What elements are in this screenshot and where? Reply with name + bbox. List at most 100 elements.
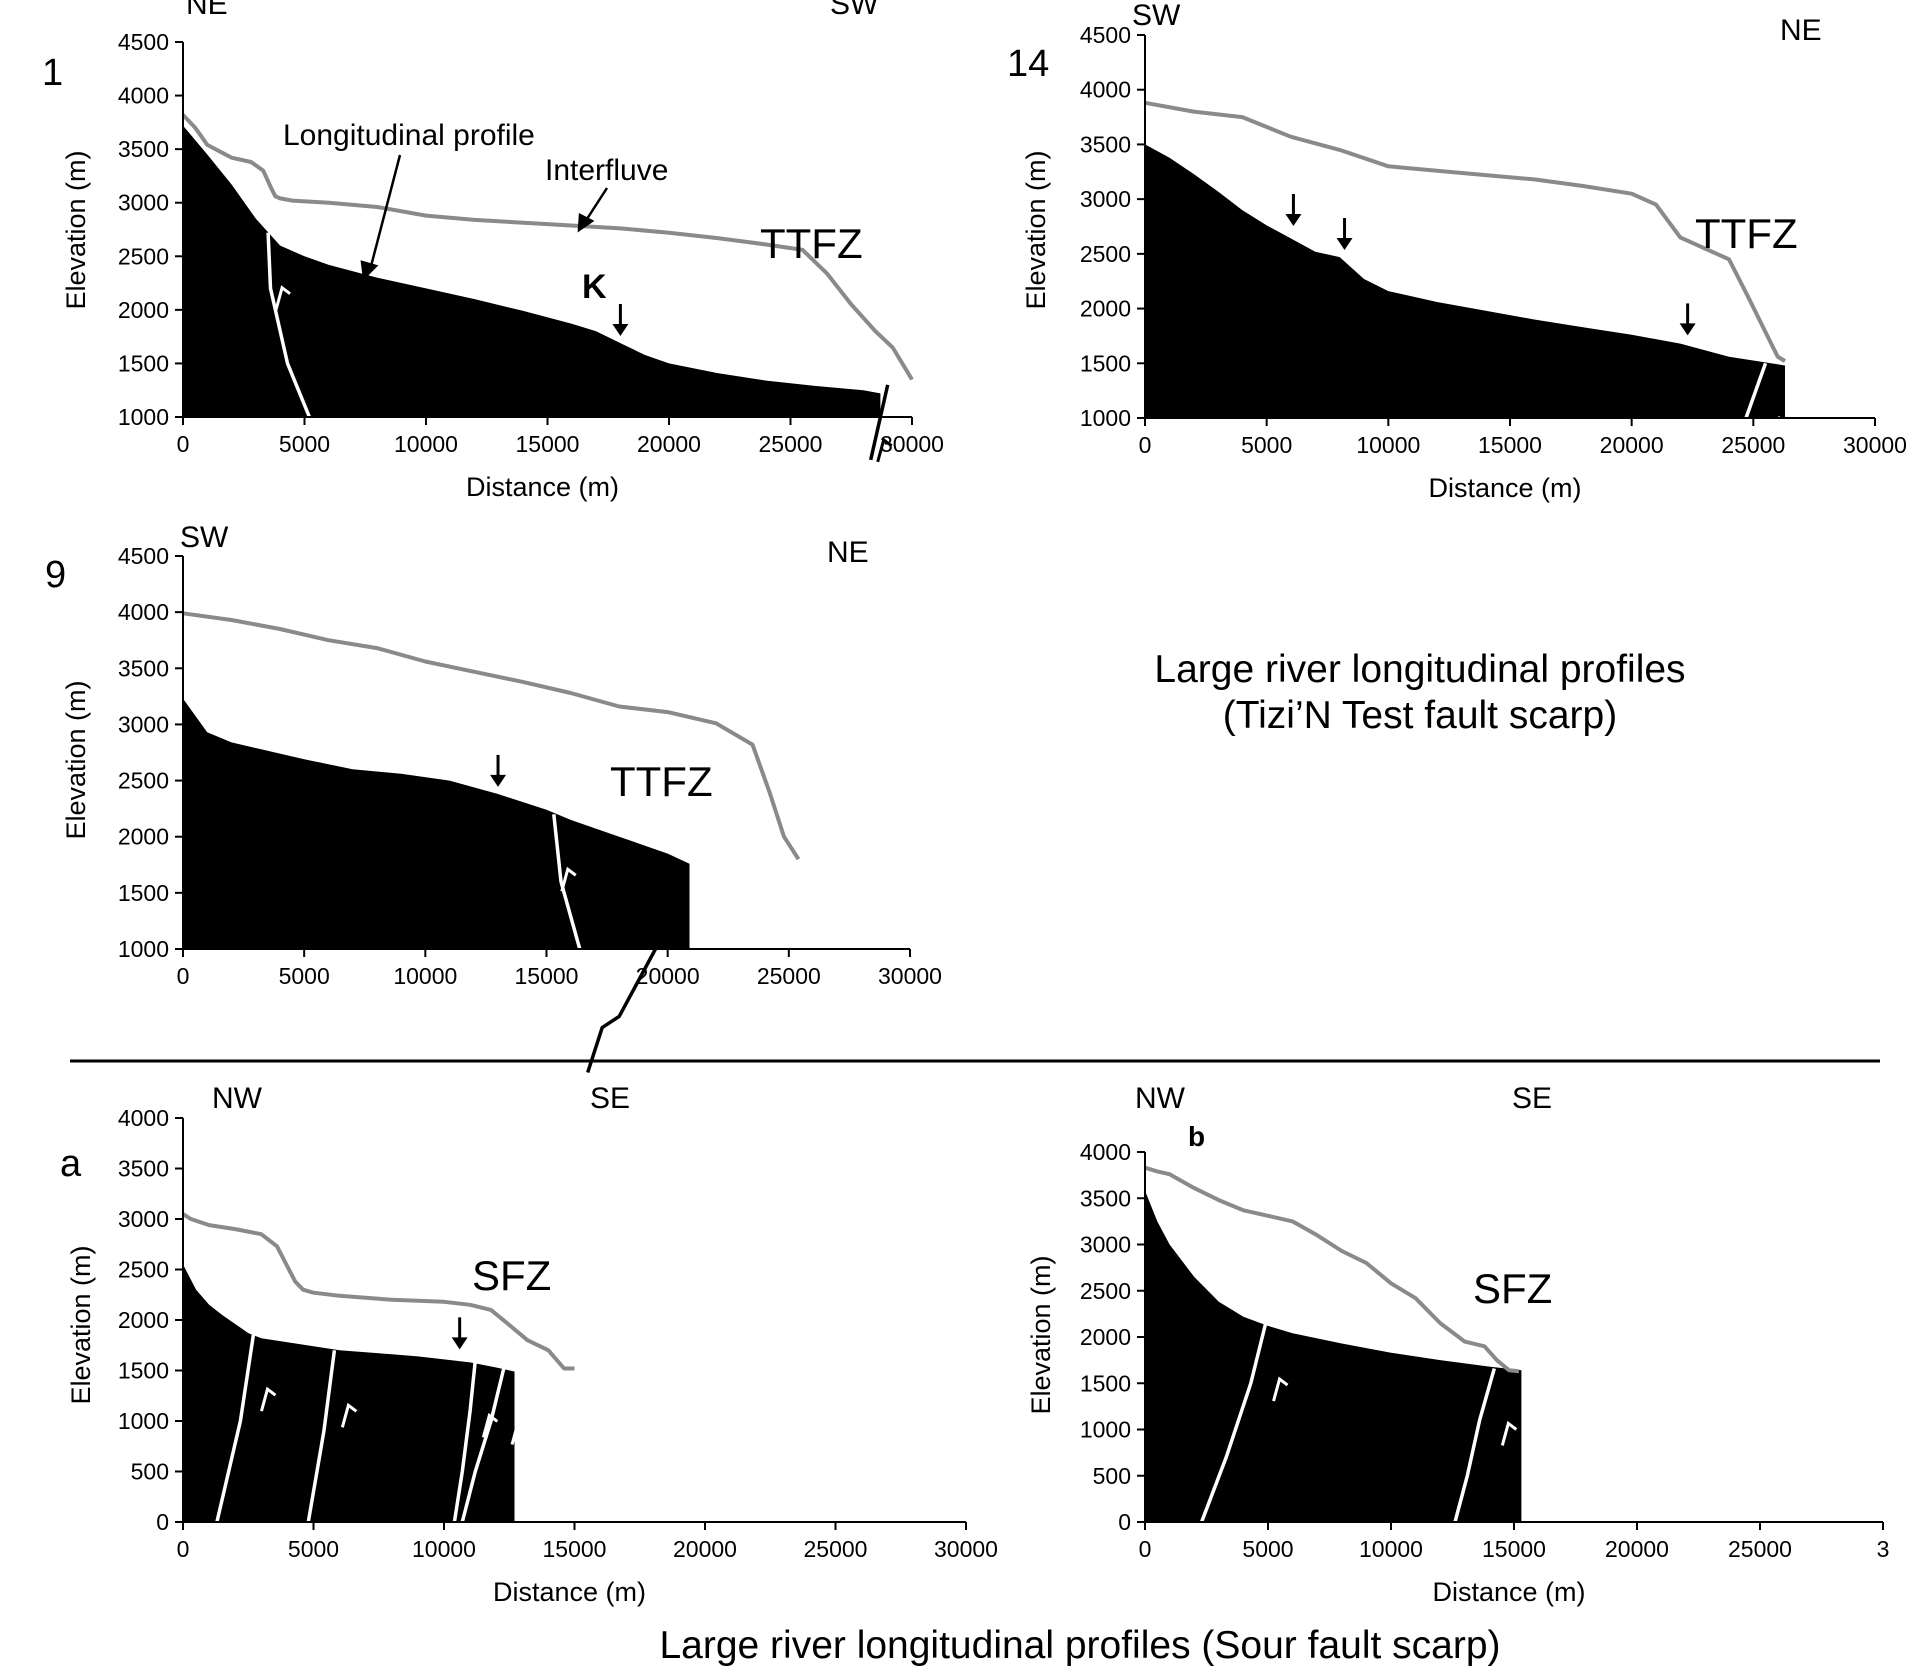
- longitudinal-profile-area: [183, 125, 881, 417]
- knickpoint-arrowhead: [1285, 213, 1302, 226]
- y-tick-label: 2000: [1080, 1324, 1131, 1350]
- knickpoint-arrowhead: [612, 324, 629, 336]
- caption-sour: Large river longitudinal profiles (Sour …: [659, 1624, 1500, 1667]
- interfluve-line: [1144, 100, 1787, 363]
- y-tick-label: 3500: [1080, 131, 1131, 157]
- fault-trace: [215, 1333, 256, 1523]
- y-tick-label: 2500: [118, 768, 169, 794]
- y-tick-label: 2500: [118, 243, 169, 269]
- y-tick-label: 4500: [118, 543, 169, 569]
- y-tick-label: 1500: [118, 880, 169, 906]
- x-tick-label: 10000: [1356, 432, 1420, 458]
- caption-tizi-line1: Large river longitudinal profiles: [1154, 648, 1685, 691]
- y-tick-label: 500: [131, 1459, 169, 1485]
- direction-right: SW: [830, 0, 879, 21]
- x-tick-label: 15000: [1478, 432, 1542, 458]
- x-tick-label: 15000: [516, 431, 580, 457]
- y-tick-label: 2500: [118, 1257, 169, 1283]
- panel-a: 0 500 1000 1500 2000 2500 3000 3500 4000 0 5000 100…: [60, 1082, 998, 1607]
- fault-slip-marker: [665, 922, 683, 948]
- x-tick-label: 10000: [412, 1536, 476, 1562]
- fault-zone-label: SFZ: [472, 1252, 551, 1299]
- y-tick-label: 1500: [1080, 1370, 1131, 1396]
- y-tick-label: 0: [1118, 1509, 1131, 1535]
- interfluve-line: [1144, 1165, 1520, 1374]
- x-axis-title: Distance (m): [1428, 473, 1581, 503]
- y-axis-title: Elevation (m): [61, 680, 91, 839]
- fault-trace: [460, 1367, 506, 1523]
- panel-number: 1: [42, 52, 63, 94]
- knickpoint-arrowhead: [1336, 238, 1353, 251]
- annotation-pointers: [360, 154, 609, 281]
- direction-right: SE: [590, 1082, 630, 1115]
- x-tick-label: 30000: [880, 431, 944, 457]
- x-tick-label: 30000: [934, 1536, 998, 1562]
- x-tick-label: 0: [177, 963, 190, 989]
- fault-trace: [586, 869, 680, 1074]
- label-longitudinal-profile: Longitudinal profile: [283, 119, 535, 152]
- interfluve-line: [181, 113, 914, 381]
- y-tick-label: 1000: [118, 404, 169, 430]
- direction-right: NE: [1780, 14, 1822, 47]
- longitudinal-profile-area: [183, 1264, 515, 1522]
- x-tick-label: 5000: [1241, 432, 1292, 458]
- y-tick-label: 3000: [1080, 1232, 1131, 1258]
- y-tick-label: 4000: [118, 83, 169, 109]
- direction-left: NE: [186, 0, 228, 21]
- caption-tizi-line2: (Tizi’N Test fault scarp): [1223, 694, 1617, 737]
- fault-trace: [868, 384, 890, 461]
- y-tick-label: 2000: [118, 824, 169, 850]
- y-tick-label: 1000: [118, 936, 169, 962]
- fault-zone-label: SFZ: [1473, 1265, 1552, 1312]
- longitudinal-profile-area: [1145, 144, 1785, 418]
- fault-trace: [1453, 1368, 1496, 1523]
- y-tick-label: 1500: [118, 1358, 169, 1384]
- y-tick-label: 1500: [1080, 350, 1131, 376]
- panel-number: b: [1188, 1121, 1205, 1152]
- direction-right: SE: [1512, 1082, 1552, 1115]
- y-tick-label: 3500: [118, 136, 169, 162]
- panel-14: 1000 1500 2000 2500 3000 3500 4000 4500 0 5000 100…: [1007, 0, 1907, 503]
- y-tick-label: 0: [156, 1509, 169, 1535]
- knickpoint-arrowhead: [451, 1337, 468, 1350]
- y-tick-label: 3500: [118, 655, 169, 681]
- y-tick-label: 2500: [1080, 1278, 1131, 1304]
- x-tick-label: 0: [1139, 432, 1152, 458]
- label-interfluve: Interfluve: [545, 154, 668, 187]
- y-tick-label: 3000: [118, 1206, 169, 1232]
- fault-slip-marker: [560, 866, 577, 892]
- y-tick-label: 2000: [118, 1307, 169, 1333]
- x-tick-label: 30000: [878, 963, 942, 989]
- x-tick-label: 20000: [637, 431, 701, 457]
- y-tick-label: 4500: [118, 29, 169, 55]
- x-tick-label: 20000: [1605, 1536, 1669, 1562]
- x-tick-label: 25000: [757, 963, 821, 989]
- y-axis-title: Elevation (m): [61, 150, 91, 309]
- fault-trace: [306, 1350, 337, 1523]
- direction-left: SW: [1132, 0, 1181, 32]
- x-tick-label: 3: [1877, 1536, 1890, 1562]
- y-axis-title: Elevation (m): [1026, 1255, 1056, 1414]
- panel-number: 14: [1007, 43, 1049, 85]
- y-tick-label: 2000: [1080, 296, 1131, 322]
- x-tick-label: 25000: [804, 1536, 868, 1562]
- label-knickpoint-k: K: [582, 268, 607, 306]
- x-axis-title: Distance (m): [466, 472, 619, 502]
- x-tick-label: 25000: [1728, 1536, 1792, 1562]
- x-axis-title: Distance (m): [1432, 1577, 1585, 1607]
- direction-left: NW: [1135, 1082, 1186, 1115]
- y-tick-label: 4000: [118, 599, 169, 625]
- x-tick-label: 5000: [288, 1536, 339, 1562]
- x-tick-label: 15000: [515, 963, 579, 989]
- knickpoint-arrowhead: [1679, 323, 1696, 336]
- fault-slip-marker: [876, 437, 893, 463]
- panel-number: 9: [45, 554, 66, 596]
- y-tick-label: 1500: [118, 350, 169, 376]
- x-tick-label: 10000: [1359, 1536, 1423, 1562]
- y-tick-label: 3500: [118, 1156, 169, 1182]
- y-tick-label: 3500: [1080, 1185, 1131, 1211]
- y-tick-label: 1000: [118, 1408, 169, 1434]
- x-tick-label: 20000: [673, 1536, 737, 1562]
- x-tick-label: 0: [177, 431, 190, 457]
- fault-slip-marker: [260, 1386, 277, 1412]
